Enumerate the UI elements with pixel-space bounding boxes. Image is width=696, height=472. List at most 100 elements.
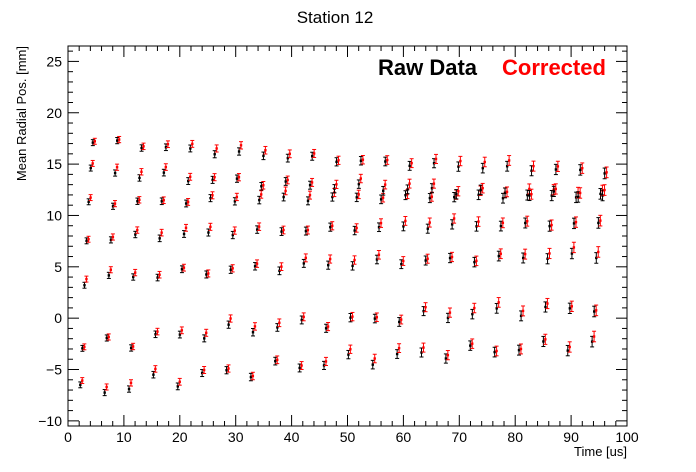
corrected-point: [543, 333, 548, 345]
corrected-point: [421, 342, 426, 353]
corrected-point: [312, 148, 317, 158]
raw-data-point: [592, 305, 597, 318]
corrected-point: [202, 365, 207, 374]
raw-data-point: [405, 184, 410, 195]
corrected-point: [208, 222, 213, 231]
corrected-point: [567, 341, 572, 353]
y-axis-label: Mean Radial Pos. [mm]: [14, 46, 29, 181]
corrected-point: [257, 222, 262, 231]
corrected-point: [230, 264, 235, 273]
y-tick-label: 25: [46, 53, 62, 69]
raw-data-point: [232, 197, 237, 206]
corrected-point: [184, 223, 189, 232]
raw-data-point: [480, 162, 485, 174]
x-tick-label: 0: [64, 429, 72, 445]
y-tick-label: −5: [46, 362, 62, 378]
corrected-point: [310, 177, 315, 187]
corrected-point: [472, 302, 477, 314]
corrected-point: [163, 163, 168, 171]
corrected-point: [263, 145, 268, 155]
raw-data-point: [80, 344, 85, 352]
corrected-point: [179, 326, 184, 335]
corrected-point: [372, 353, 377, 364]
raw-data-point: [137, 174, 142, 182]
corrected-point: [181, 263, 186, 272]
raw-data-point: [468, 340, 473, 351]
raw-data-point: [450, 219, 455, 230]
raw-data-point: [301, 258, 306, 268]
corrected-point: [434, 153, 439, 165]
corrected-point: [212, 173, 217, 182]
corrected-point: [545, 297, 550, 310]
corrected-point: [580, 162, 585, 174]
corrected-point: [385, 155, 390, 165]
raw-data-point: [127, 385, 132, 393]
y-tick-label: 20: [46, 105, 62, 121]
corrected-point: [226, 364, 231, 373]
raw-data-point: [186, 177, 191, 185]
corrected-point: [523, 248, 528, 260]
raw-data-point: [84, 237, 89, 245]
corrected-point: [374, 312, 379, 323]
raw-data-point: [306, 196, 311, 206]
x-tick-label: 90: [563, 429, 579, 445]
raw-data-point: [354, 192, 359, 203]
corrected-point: [159, 228, 164, 237]
corrected-point: [326, 321, 331, 332]
corrected-point: [525, 215, 530, 227]
raw-data-point: [226, 320, 231, 329]
corrected-point: [131, 342, 136, 351]
corrected-point: [470, 338, 475, 349]
corrected-point: [350, 311, 355, 322]
corrected-point: [427, 217, 432, 228]
raw-data-point: [346, 349, 351, 360]
raw-data-point: [399, 259, 404, 270]
corrected-point: [299, 361, 304, 370]
corrected-point: [480, 182, 485, 194]
corrected-point: [592, 330, 597, 343]
corrected-point: [110, 233, 115, 241]
corrected-point: [401, 256, 406, 266]
corrected-point: [86, 235, 91, 243]
corrected-point: [214, 144, 219, 153]
raw-data-point: [308, 180, 313, 190]
raw-data-point: [395, 349, 400, 359]
raw-data-point: [297, 363, 302, 373]
corrected-point: [153, 365, 158, 373]
raw-data-point: [470, 308, 475, 320]
corrected-point: [117, 135, 122, 144]
corrected-point: [573, 216, 578, 228]
corrected-point: [188, 172, 193, 181]
corrected-point: [507, 155, 512, 166]
corrected-point: [139, 168, 144, 176]
raw-data-point: [576, 191, 581, 203]
corrected-point: [521, 305, 526, 317]
corrected-point: [476, 216, 481, 227]
raw-data-point: [131, 273, 136, 281]
corrected-point: [397, 343, 402, 354]
corrected-point: [137, 196, 142, 204]
raw-data-point: [503, 187, 508, 199]
corrected-point: [275, 355, 280, 365]
corrected-point: [578, 187, 583, 199]
x-tick-label: 100: [615, 429, 639, 445]
raw-data-point: [565, 344, 570, 357]
y-tick-label: 10: [46, 207, 62, 223]
corrected-point: [569, 300, 574, 313]
corrected-point: [456, 186, 461, 197]
corrected-point: [498, 248, 503, 260]
corrected-point: [518, 343, 523, 355]
corrected-point: [287, 149, 292, 159]
raw-data-point: [505, 160, 510, 172]
raw-data-point: [594, 252, 599, 264]
corrected-point: [283, 186, 288, 196]
raw-data-point: [133, 230, 138, 239]
corrected-point: [425, 253, 430, 264]
raw-data-point: [598, 188, 603, 200]
corrected-point: [165, 140, 170, 149]
corrected-point: [547, 247, 552, 260]
raw-data-point: [257, 195, 262, 205]
corrected-point: [328, 254, 333, 264]
corrected-point: [602, 184, 607, 196]
corrected-point: [133, 268, 138, 277]
